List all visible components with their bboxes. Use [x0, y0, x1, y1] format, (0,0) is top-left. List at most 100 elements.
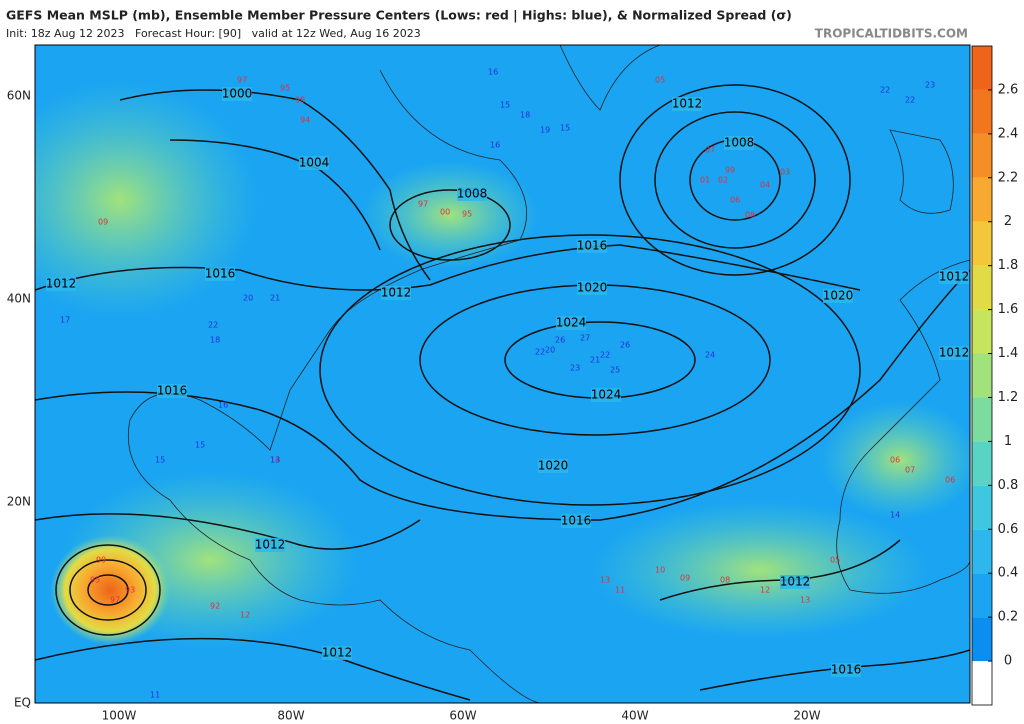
low-center: 06 [890, 456, 900, 465]
colorbar-frame [971, 45, 993, 706]
isobar-label: 1012 [939, 270, 970, 284]
low-center: 13 [600, 576, 610, 585]
colorbar-tick-label: 1.4 [998, 346, 1019, 361]
isobar-label: 1024 [556, 316, 587, 330]
low-center: 05 [655, 76, 665, 85]
low-center: 06 [730, 196, 740, 205]
high-center: 15 [155, 456, 165, 465]
low-center: 09 [98, 218, 108, 227]
colorbar-tick-label: 1.8 [998, 258, 1019, 273]
low-center: 12 [240, 611, 250, 620]
lon-label: 100W [102, 709, 137, 723]
lat-label: 20N [7, 495, 31, 509]
lon-label: 60W [449, 709, 476, 723]
low-center: 10 [655, 566, 665, 575]
isobar-label-bg [939, 270, 969, 284]
labels: 1000100410081008101210161012101210161020… [46, 68, 970, 700]
isobar-label: 1016 [577, 239, 608, 253]
colorbar-segment [972, 661, 992, 705]
colorbar-segment [972, 485, 992, 530]
isobar-label: 1020 [823, 289, 854, 303]
low-center: 95 [462, 210, 472, 219]
isobar-label-bg [591, 388, 621, 402]
high-center: 22 [880, 86, 890, 95]
colorbar-tick-label: 2.2 [998, 170, 1019, 185]
isobar-label-bg [672, 97, 702, 111]
low-center: 07 [705, 146, 715, 155]
lat-label: 60N [7, 89, 31, 103]
subtitle: Init: 18z Aug 12 2023 Forecast Hour: [90… [6, 27, 421, 40]
colorbar-tick-label: 0.4 [998, 566, 1019, 581]
isobar-label-bg [322, 646, 352, 660]
colorbar-tick-label: 1.2 [998, 390, 1019, 405]
colorbar-tick-label: 0 [1004, 654, 1012, 669]
isobar-label: 1012 [672, 97, 703, 111]
isobar-label-bg [205, 267, 235, 281]
low-center: 94 [300, 116, 310, 125]
high-center: 15 [195, 441, 205, 450]
colorbar-segment [972, 133, 992, 178]
high-center: 20 [545, 346, 555, 355]
low-center: 99 [725, 166, 735, 175]
colorbar-segment [972, 309, 992, 354]
isobar-label: 1000 [222, 87, 253, 101]
high-center: 19 [540, 126, 550, 135]
high-center: 22 [600, 351, 610, 360]
spread [590, 500, 930, 640]
low-center: 07 [905, 466, 915, 475]
colorbar-segment [972, 441, 992, 486]
map-frame [34, 44, 971, 704]
isobar-label: 1008 [724, 136, 755, 150]
high-center: 16 [488, 68, 498, 77]
low-center: 06 [945, 476, 955, 485]
high-center: 23 [925, 81, 935, 90]
high-center: 15 [560, 124, 570, 133]
colorbar-tick-label: 0.6 [998, 522, 1019, 537]
isobar-label-bg [939, 346, 969, 360]
colorbar-tick-label: 1.6 [998, 302, 1019, 317]
isobar-label: 1016 [831, 663, 862, 677]
high-center: 17 [60, 316, 70, 325]
high-center: 20 [243, 294, 253, 303]
isobar-label: 1008 [457, 187, 488, 201]
isobar-label-bg [577, 281, 607, 295]
low-center: 97 [237, 76, 247, 85]
colorbar-tick-label: 1 [1004, 434, 1012, 449]
axes: 60N 40N 20N EQ 100W 80W 60W 40W 20W 0 0.2 0.4 0.6 0.8… [7, 45, 1019, 723]
colorbar-tick-label: 2.4 [998, 126, 1019, 141]
low-center: 08 [745, 211, 755, 220]
isobar-label: 1012 [46, 277, 77, 291]
isobar-label: 1012 [780, 575, 811, 589]
colorbar-tick-label: 0.2 [998, 610, 1019, 625]
isobar-label: 1012 [322, 646, 353, 660]
title: GEFS Mean MSLP (mb), Ensemble Member Pre… [6, 8, 792, 23]
isobar [319, 234, 861, 506]
isobar-label-bg [222, 87, 252, 101]
isobar-label-bg [538, 459, 568, 473]
isobar-label: 1016 [561, 514, 592, 528]
high-center: 18 [210, 336, 220, 345]
spread [820, 400, 970, 520]
isobar [69, 559, 147, 621]
high-center: 11 [150, 691, 160, 700]
isobar-label: 1016 [157, 384, 188, 398]
high-center: 23 [570, 364, 580, 373]
spread [35, 80, 260, 320]
low-center: 04 [760, 181, 770, 190]
colorbar-segment [972, 617, 992, 662]
isobar-label: 1012 [255, 538, 286, 552]
colorbar-tick-label: 0.8 [998, 478, 1019, 493]
isobar-label-bg [577, 239, 607, 253]
isobar-label-bg [255, 538, 285, 552]
isobar-label-bg [299, 156, 329, 170]
isobar [55, 544, 161, 636]
high-center: 22 [208, 321, 218, 330]
colorbar-segment [972, 177, 992, 222]
spread [360, 160, 540, 270]
high-center: 25 [610, 366, 620, 375]
low-center: 14 [270, 456, 280, 465]
isobar-label: 1020 [538, 459, 569, 473]
isobar-label: 1024 [591, 388, 622, 402]
colorbar-segment [972, 89, 992, 134]
